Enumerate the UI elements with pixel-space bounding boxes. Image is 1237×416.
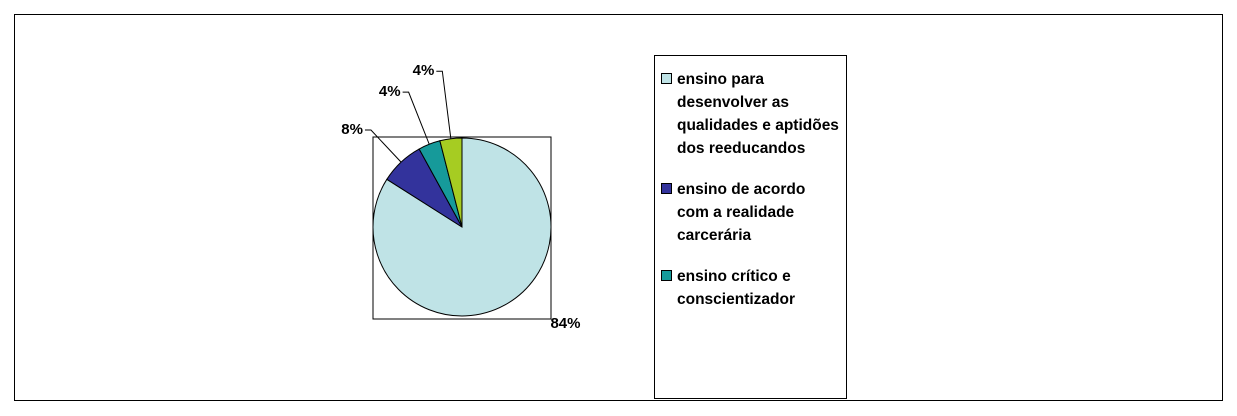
- data-label: 4%: [413, 62, 435, 79]
- data-label: 4%: [379, 83, 401, 100]
- leader-line: [402, 91, 430, 145]
- legend-label: ensino crítico e conscientizador: [677, 268, 795, 308]
- leader-line: [364, 129, 402, 163]
- chart-frame: [14, 14, 1223, 401]
- data-label: 84%: [550, 315, 580, 332]
- legend-label: ensino de acordo com a realidade carcerá…: [677, 181, 806, 244]
- legend-entry: ensino de acordo com a realidade carcerá…: [661, 178, 840, 247]
- legend-entry: ensino crítico e conscientizador: [661, 265, 840, 311]
- legend-label: ensino para desenvolver as qualidades e …: [677, 71, 839, 157]
- legend-swatch: [661, 73, 672, 84]
- legend-swatch: [661, 183, 672, 194]
- data-label: 8%: [341, 121, 363, 138]
- legend-entry: ensino para desenvolver as qualidades e …: [661, 68, 840, 160]
- legend-swatch: [661, 270, 672, 281]
- legend: ensino para desenvolver as qualidades e …: [654, 55, 847, 399]
- leader-line: [436, 70, 452, 139]
